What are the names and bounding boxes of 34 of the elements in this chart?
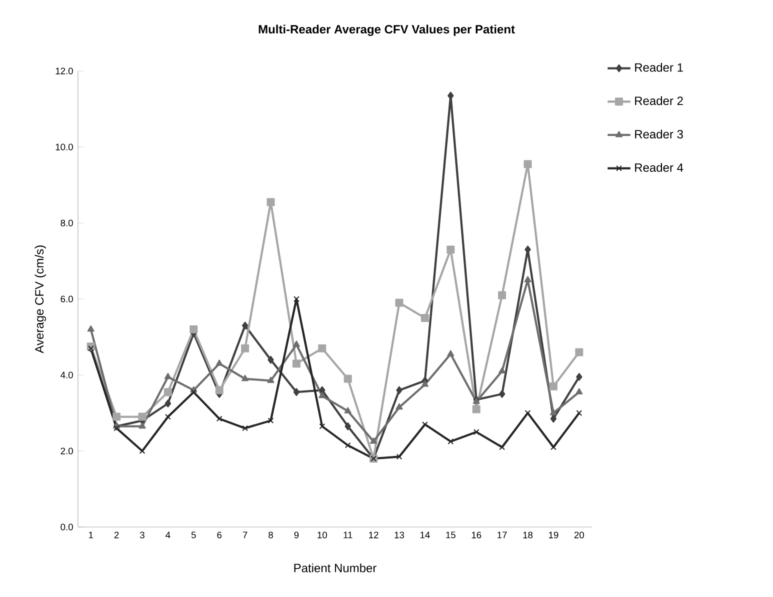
x-tick-label: 1 (88, 532, 93, 538)
x-tick-label: 12 (369, 532, 378, 538)
x-tick-label: 17 (498, 532, 507, 538)
y-tick-label: 6.0 (60, 296, 73, 302)
x-tick-label: 16 (472, 532, 482, 538)
x-tick-label: 3 (140, 532, 144, 538)
legend-label: Reader 1 (635, 62, 683, 72)
x-tick-label: 11 (344, 532, 352, 538)
y-tick-label: 0.0 (60, 524, 73, 530)
x-tick-label: 6 (217, 532, 222, 538)
y-tick-label: 4.0 (60, 372, 73, 378)
x-tick-label: 7 (242, 532, 248, 538)
x-tick-label: 4 (166, 532, 170, 538)
legend-label: Reader 2 (635, 96, 683, 106)
x-tick-label: 14 (420, 532, 430, 538)
x-tick-label: 10 (318, 532, 327, 538)
y-tick-label: 8.0 (60, 220, 73, 226)
x-tick-label: 15 (446, 532, 456, 538)
y-tick-label: 12.0 (56, 68, 73, 74)
legend-label: Reader 3 (635, 130, 683, 138)
x-tick-label: 20 (574, 532, 584, 538)
y-tick-label: 2.0 (60, 448, 73, 454)
x-axis-title: Patient Number (294, 563, 376, 572)
x-tick-label: 13 (394, 532, 404, 538)
legend-label: Reader 4 (635, 163, 684, 172)
x-tick-label: 18 (523, 532, 533, 538)
x-tick-label: 19 (548, 532, 558, 538)
chart-title: Multi-Reader Average CFV Values per Patient (258, 24, 515, 36)
x-tick-label: 5 (191, 532, 196, 538)
y-tick-label: 10.0 (56, 144, 73, 150)
x-tick-label: 2 (114, 532, 119, 538)
x-tick-label: 8 (268, 532, 273, 538)
x-tick-label: 9 (294, 532, 299, 538)
y-axis-title: Average CFV (cm/s) (34, 246, 46, 354)
